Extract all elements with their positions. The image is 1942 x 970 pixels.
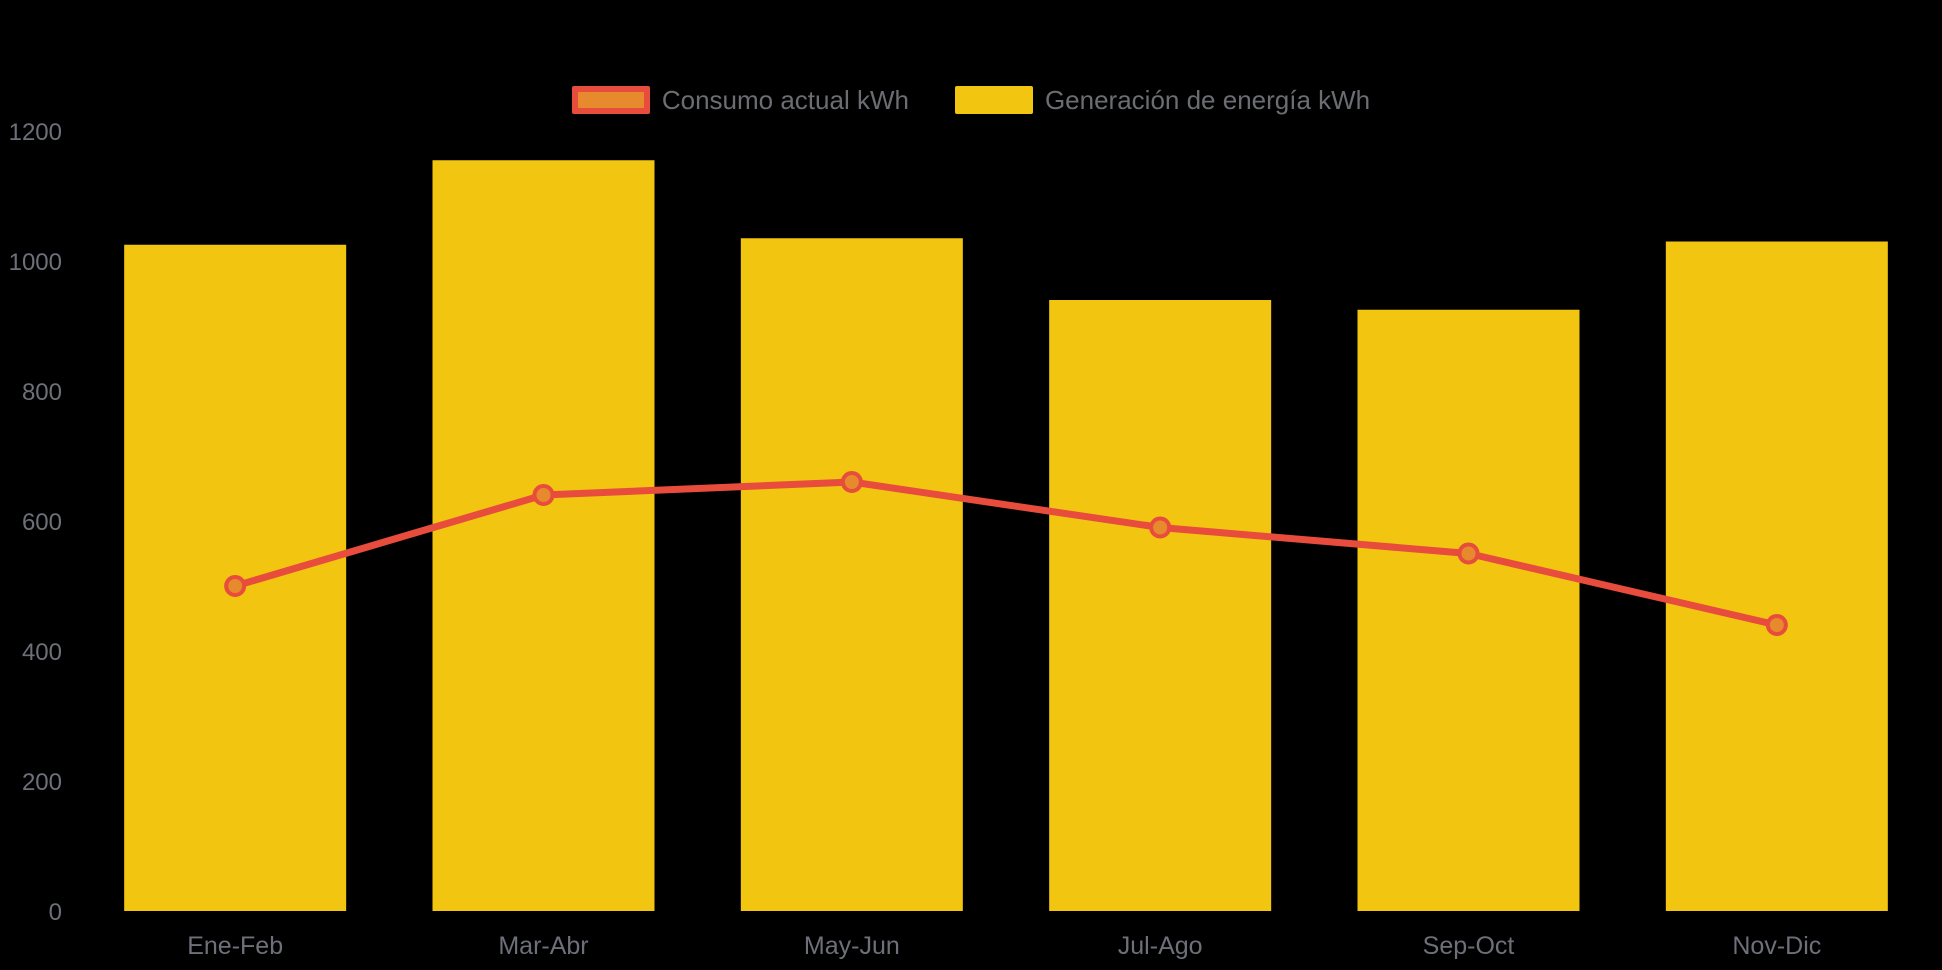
x-axis-tick-label: May-Jun (804, 932, 900, 960)
y-axis-tick-label: 400 (22, 639, 62, 666)
x-axis-tick-label: Jul-Ago (1118, 932, 1203, 960)
consumo-point-Mar-Abr[interactable] (532, 484, 555, 506)
consumo-point-Sep-Oct[interactable] (1457, 542, 1480, 565)
bar-generacion-Jul-Ago[interactable] (1049, 300, 1272, 911)
bar-generacion-Mar-Abr[interactable] (432, 160, 655, 911)
y-axis-tick-label: 1000 (9, 249, 62, 276)
legend-swatch-consumo-icon (571, 86, 650, 114)
x-axis-tick-label: Nov-Dic (1732, 932, 1821, 960)
consumo-point-Ene-Feb[interactable] (224, 575, 247, 597)
bar-generacion-Nov-Dic[interactable] (1665, 241, 1888, 912)
x-axis-tick-label: Mar-Abr (498, 932, 588, 960)
y-axis-tick-label: 200 (22, 769, 62, 796)
consumo-point-May-Jun[interactable] (840, 471, 863, 493)
x-axis-tick-label: Sep-Oct (1423, 932, 1515, 960)
chart-legend: Consumo actual kWh Generación de energía… (0, 86, 1942, 114)
x-axis-tick-label: Ene-Feb (187, 932, 283, 960)
y-axis-tick-label: 1200 (9, 119, 62, 146)
consumo-point-Jul-Ago[interactable] (1149, 516, 1172, 539)
bar-generacion-Sep-Oct[interactable] (1357, 309, 1580, 911)
consumo-line (231, 478, 1781, 629)
legend-swatch-generacion-icon (954, 86, 1033, 114)
legend-label-consumo: Consumo actual kWh (661, 85, 909, 115)
bar-generacion-May-Jun[interactable] (740, 238, 963, 911)
y-axis-tick-label: 800 (22, 379, 62, 406)
y-axis-tick-label: 600 (22, 509, 62, 536)
y-axis-tick-label: 0 (49, 899, 62, 926)
legend-item-generacion[interactable]: Generación de energía kWh (954, 85, 1371, 115)
legend-label-generacion: Generación de energía kWh (1044, 85, 1371, 115)
legend-item-consumo[interactable]: Consumo actual kWh (571, 85, 909, 115)
consumo-point-Nov-Dic[interactable] (1765, 614, 1788, 636)
